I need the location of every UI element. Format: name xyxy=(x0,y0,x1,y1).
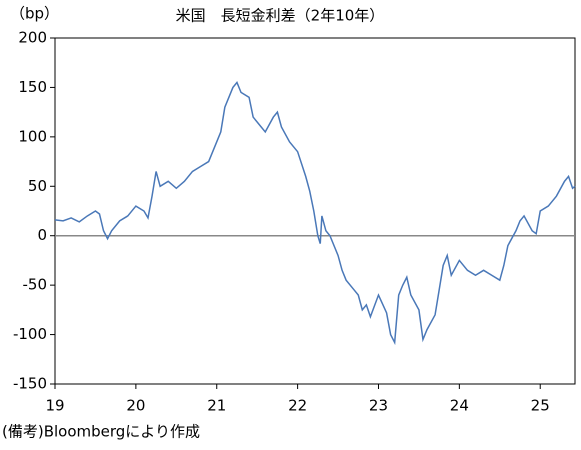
y-tick-label: 0 xyxy=(37,226,47,244)
x-tick-label: 21 xyxy=(207,397,226,415)
y-tick-label: 50 xyxy=(28,177,47,195)
y-tick-label: 150 xyxy=(18,78,47,96)
y-tick-label: 100 xyxy=(18,127,47,145)
plot-frame xyxy=(54,37,576,385)
y-tick-label: -100 xyxy=(13,325,47,343)
x-tick-label: 20 xyxy=(126,397,145,415)
line xyxy=(54,81,576,346)
x-tick-label: 25 xyxy=(531,397,550,415)
y-tick-label: 200 xyxy=(18,29,47,47)
y-tick-label: -50 xyxy=(23,276,48,294)
y-tick-label: -150 xyxy=(13,375,47,393)
chart-title: 米国 長短金利差（2年10年） xyxy=(176,7,385,25)
x-tick-label: 23 xyxy=(369,397,388,415)
x-tick-label: 22 xyxy=(288,397,307,415)
x-tick-label: 24 xyxy=(450,397,469,415)
x-tick-label: 19 xyxy=(45,397,64,415)
y-axis-label: （bp） xyxy=(10,5,59,23)
note: (備考)Bloombergにより作成 xyxy=(2,423,200,441)
